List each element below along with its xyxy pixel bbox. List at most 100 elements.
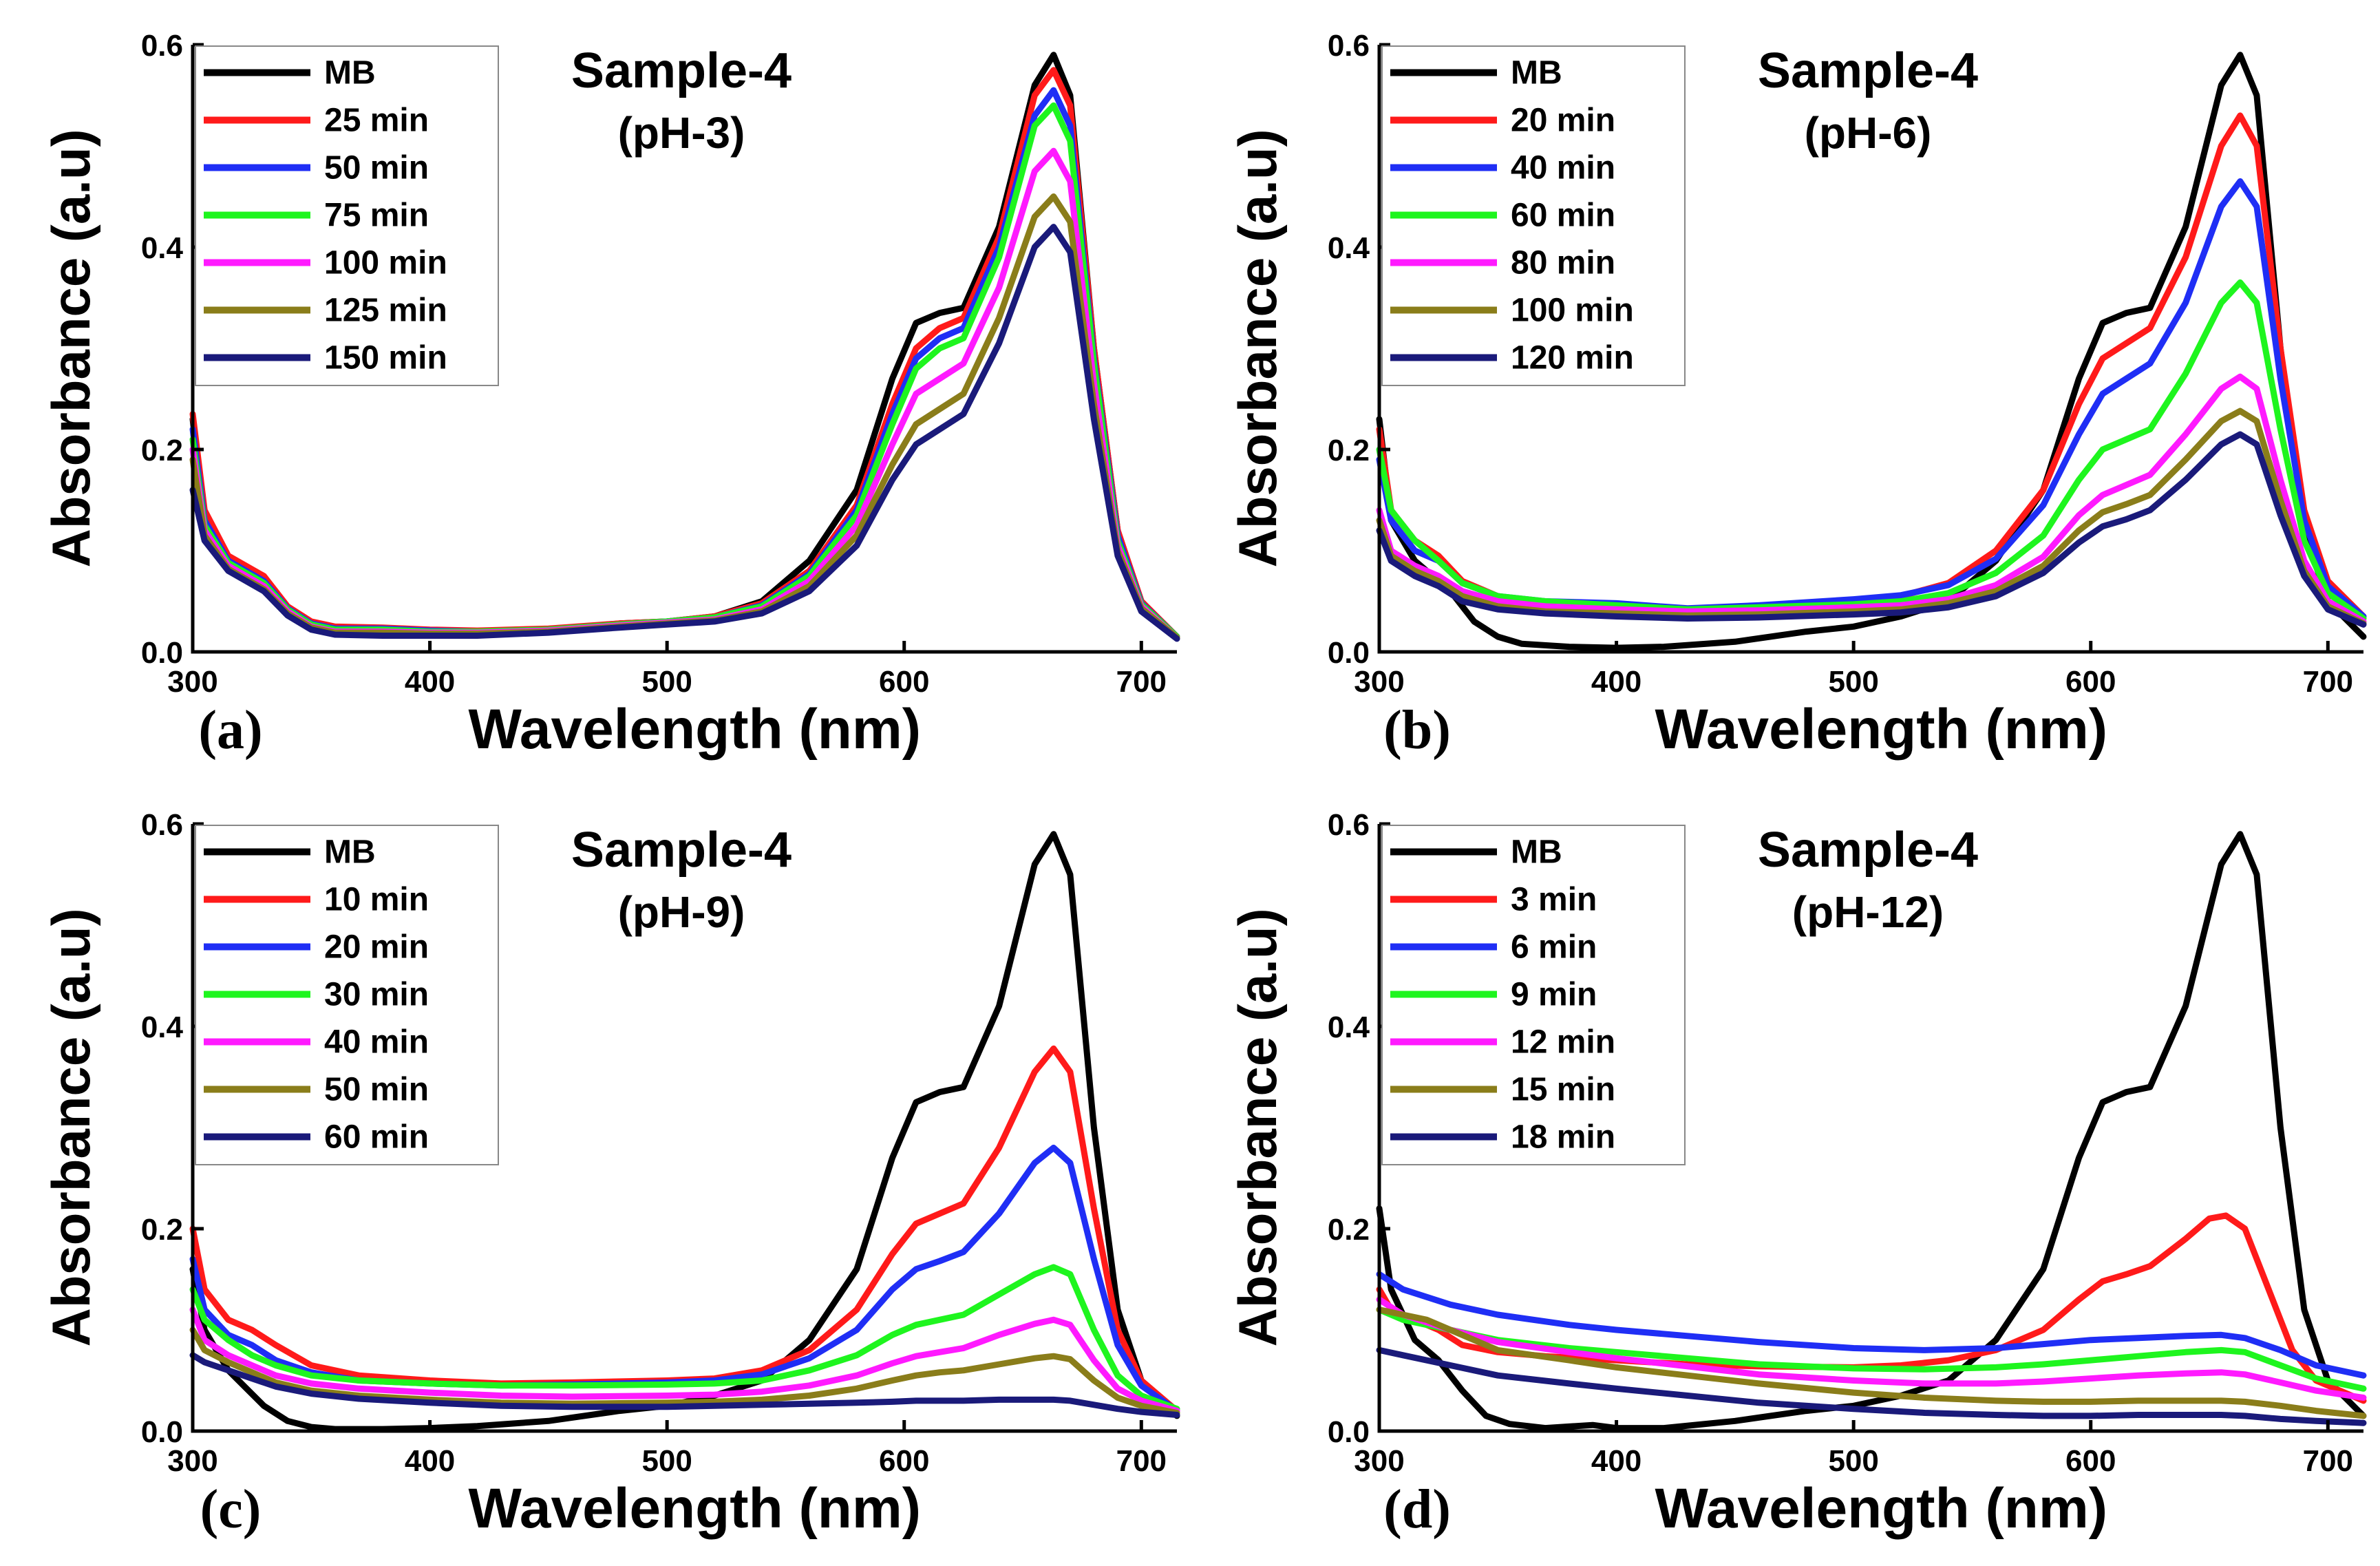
legend-entry: 150 min: [324, 340, 447, 377]
x-axis-label: Wavelength (nm): [469, 698, 922, 761]
series-line-150-min: [189, 224, 1180, 642]
chart-subtitle: (pH-3): [618, 108, 745, 158]
legend-entry: 18 min: [1511, 1119, 1615, 1156]
legend-entry: 100 min: [324, 245, 447, 282]
y-axis-label: Absorbance (a.u): [41, 908, 101, 1346]
legend-entry: 25 min: [324, 103, 429, 139]
series-line-30-min: [189, 1264, 1180, 1412]
legend-entry: 60 min: [1511, 198, 1615, 234]
chart-panel-d: 300 400 500 600 700 0.0 0.2 0.4 0.6 Absorbance (a…: [1227, 808, 2367, 1540]
y-tick-label: 0.0: [1328, 636, 1370, 670]
y-axis-label: Absorbance (a.u): [41, 129, 101, 567]
x-tick-label: 700: [1116, 665, 1167, 699]
legend-entry: 80 min: [1511, 245, 1615, 282]
x-tick-label: 400: [405, 1444, 455, 1478]
legend: MB 25 min 50 min 75 min 100 min 125 min 150 mi…: [195, 45, 499, 386]
legend-entry: 125 min: [324, 293, 447, 329]
series-line-40-min: [189, 1306, 1180, 1415]
legend-entry: 50 min: [324, 1072, 429, 1108]
x-axis-label: Wavelength (nm): [1655, 1477, 2108, 1540]
legend-entry: 100 min: [1511, 293, 1634, 329]
x-tick-label: 700: [2303, 1444, 2353, 1478]
x-tick-label: 500: [641, 1444, 692, 1478]
legend-entry: 75 min: [324, 198, 429, 234]
y-tick-label: 0.4: [1328, 1011, 1370, 1044]
legend-entry: MB: [324, 834, 376, 871]
panel-label: (c): [200, 1479, 262, 1540]
legend-entry: MB: [324, 55, 376, 92]
x-tick-label: 400: [1591, 665, 1641, 699]
series-line-100-min: [1376, 408, 2367, 627]
legend-entry: 20 min: [1511, 103, 1615, 139]
series-line-60-min: [189, 1352, 1180, 1418]
y-tick-label: 0.0: [1328, 1415, 1370, 1449]
legend-entry: 40 min: [324, 1024, 429, 1061]
y-tick-label: 0.4: [141, 231, 184, 265]
legend-entry: 40 min: [1511, 150, 1615, 187]
series-line-50-min: [189, 1326, 1180, 1416]
chart-title: Sample-4: [571, 43, 791, 98]
chart-panel-b: 300 400 500 600 700 0.0 0.2 0.4 0.6 Absorbance (a…: [1227, 29, 2367, 761]
legend-entry: MB: [1511, 55, 1562, 92]
x-tick-label: 700: [2303, 665, 2353, 699]
series-line-120-min: [1376, 431, 2367, 628]
y-axis-label: Absorbance (a.u): [1227, 908, 1288, 1346]
legend: MB 20 min 40 min 60 min 80 min 100 min 120 min: [1381, 45, 1686, 386]
x-tick-label: 300: [1354, 665, 1404, 699]
x-tick-label: 600: [879, 1444, 929, 1478]
y-tick-label: 0.6: [141, 29, 183, 63]
series-line-18-min: [1376, 1346, 2367, 1426]
x-tick-label: 300: [167, 1444, 217, 1478]
legend-entry: 50 min: [324, 150, 429, 187]
chart-subtitle: (pH-6): [1805, 108, 1932, 158]
y-tick-label: 0.6: [1328, 808, 1370, 842]
legend-entry: 20 min: [324, 929, 429, 966]
y-tick-label: 0.2: [1328, 434, 1370, 467]
chart-subtitle: (pH-9): [618, 887, 745, 937]
x-axis-label: Wavelength (nm): [469, 1477, 922, 1540]
legend-entry: 15 min: [1511, 1072, 1615, 1108]
x-tick-label: 400: [1591, 1444, 1641, 1478]
x-tick-label: 700: [1116, 1444, 1167, 1478]
chart-title: Sample-4: [571, 823, 791, 878]
y-tick-label: 0.0: [141, 1415, 183, 1449]
y-axis-label: Absorbance (a.u): [1227, 129, 1288, 567]
y-tick-label: 0.2: [1328, 1213, 1370, 1247]
x-tick-label: 500: [1828, 665, 1878, 699]
y-tick-label: 0.2: [141, 1213, 183, 1247]
legend: MB 3 min 6 min 9 min 12 min 15 min 18 min: [1381, 825, 1686, 1165]
x-tick-label: 500: [641, 665, 692, 699]
legend-entry: 9 min: [1511, 977, 1597, 1013]
x-axis-label: Wavelength (nm): [1655, 698, 2108, 761]
series-line-mb: [1376, 831, 2367, 1432]
series-line-10-min: [189, 1045, 1180, 1415]
panel-label: (a): [198, 700, 262, 761]
x-tick-label: 300: [1354, 1444, 1404, 1478]
chart-subtitle: (pH-12): [1792, 887, 1944, 937]
x-tick-label: 600: [2065, 665, 2116, 699]
panel-label: (d): [1383, 1479, 1451, 1540]
legend-entry: 120 min: [1511, 340, 1634, 377]
series-line-80-min: [1376, 373, 2367, 625]
y-tick-label: 0.2: [141, 434, 183, 467]
legend-entry: 30 min: [324, 977, 429, 1013]
x-tick-label: 600: [879, 665, 929, 699]
y-tick-label: 0.4: [141, 1011, 184, 1044]
series-line-6-min: [1376, 1271, 2367, 1379]
x-tick-label: 500: [1828, 1444, 1878, 1478]
legend-entry: MB: [1511, 834, 1562, 871]
x-tick-label: 400: [405, 665, 455, 699]
y-tick-label: 0.4: [1328, 231, 1370, 265]
y-tick-label: 0.6: [1328, 29, 1370, 63]
chart-title: Sample-4: [1758, 823, 1978, 878]
series-line-15-min: [1376, 1306, 2367, 1419]
series-line-12-min: [1376, 1296, 2367, 1401]
series-line-60-min: [1376, 279, 2367, 622]
panel-label: (b): [1383, 700, 1451, 761]
chart-panel-a: 300 400 500 600 700 0.0 0.2 0.4 0.6 Absorbance (a…: [41, 29, 1180, 761]
legend-entry: 6 min: [1511, 929, 1597, 966]
legend-entry: 10 min: [324, 882, 429, 918]
legend-entry: 60 min: [324, 1119, 429, 1156]
chart-panel-c: 300 400 500 600 700 0.0 0.2 0.4 0.6 Absorbance (a…: [41, 808, 1180, 1540]
